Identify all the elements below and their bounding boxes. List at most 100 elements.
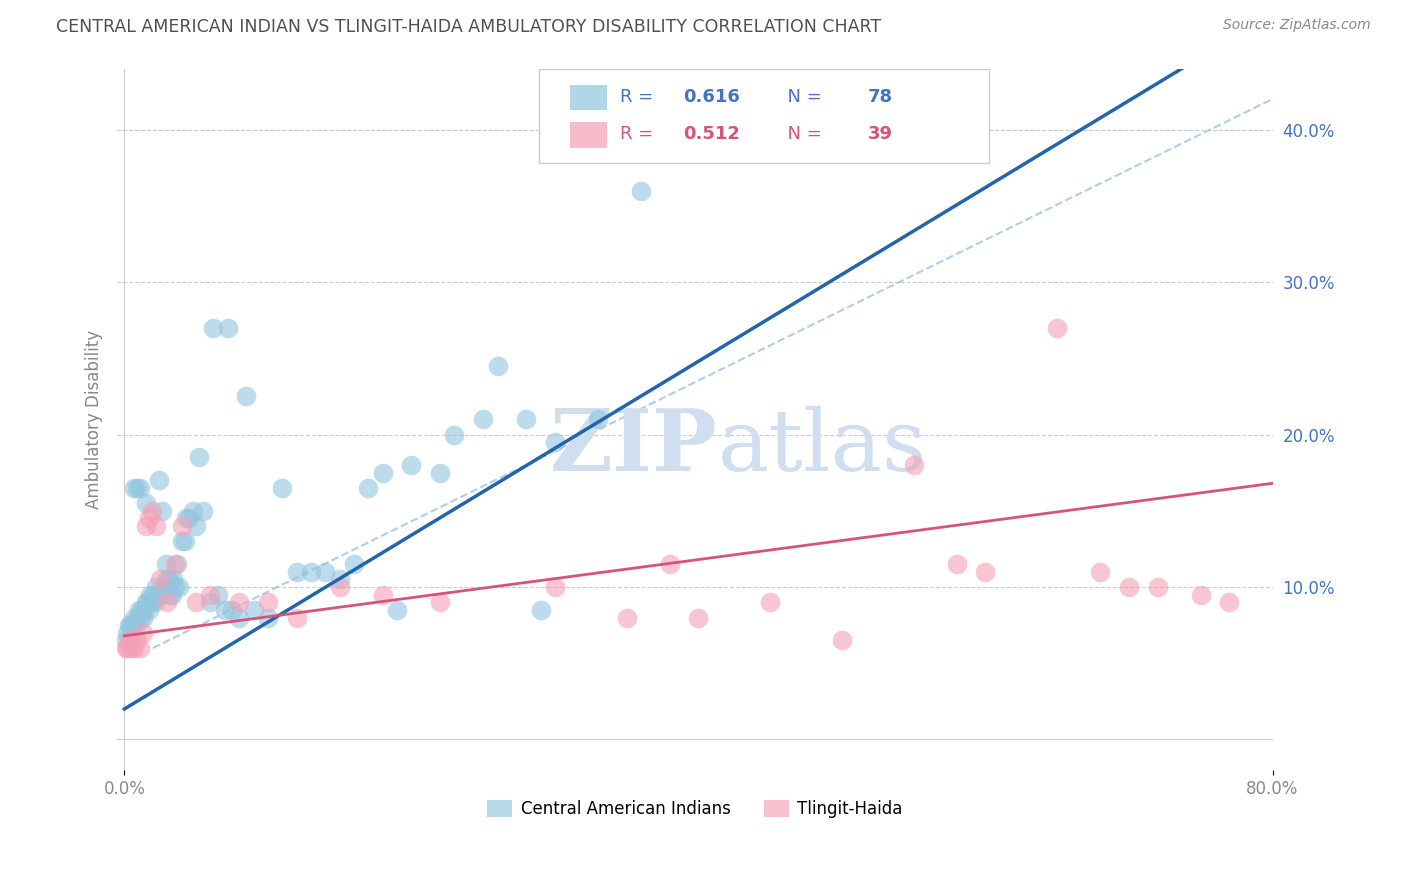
Text: R =: R =: [620, 88, 659, 106]
Point: [1118, 580, 1140, 594]
Text: 0.512: 0.512: [683, 125, 740, 144]
Point: [299, 565, 322, 579]
Text: N =: N =: [776, 125, 827, 144]
Point: [132, 610, 155, 624]
Point: [200, 588, 222, 602]
Point: [529, 603, 551, 617]
Point: [157, 573, 180, 587]
Point: [124, 481, 146, 495]
Point: [329, 580, 352, 594]
Point: [156, 595, 179, 609]
Text: 78: 78: [868, 88, 893, 106]
Text: R =: R =: [620, 125, 659, 144]
Text: N =: N =: [776, 88, 827, 106]
Point: [371, 466, 394, 480]
Point: [658, 557, 681, 571]
Point: [127, 633, 149, 648]
Y-axis label: Ambulatory Disability: Ambulatory Disability: [86, 330, 103, 508]
Point: [228, 595, 250, 609]
Point: [200, 595, 222, 609]
Point: [472, 412, 495, 426]
Point: [221, 603, 243, 617]
Point: [134, 603, 156, 617]
Point: [139, 588, 162, 602]
Point: [127, 481, 149, 495]
Point: [149, 573, 172, 587]
Point: [160, 588, 183, 602]
Point: [271, 481, 294, 495]
Point: [759, 595, 782, 609]
FancyBboxPatch shape: [569, 121, 607, 147]
Point: [371, 588, 394, 602]
Point: [946, 557, 969, 571]
Point: [177, 511, 200, 525]
Point: [903, 458, 925, 472]
Point: [174, 511, 197, 525]
Point: [132, 625, 155, 640]
Text: Source: ZipAtlas.com: Source: ZipAtlas.com: [1223, 18, 1371, 32]
Point: [343, 557, 366, 571]
Point: [515, 412, 537, 426]
Point: [115, 640, 138, 655]
Point: [285, 610, 308, 624]
Point: [486, 359, 509, 373]
Point: [170, 534, 193, 549]
Point: [357, 481, 380, 495]
Point: [129, 640, 152, 655]
Point: [228, 610, 250, 624]
Point: [630, 184, 652, 198]
Point: [153, 580, 176, 594]
Point: [1146, 580, 1168, 594]
FancyBboxPatch shape: [538, 69, 990, 163]
Point: [136, 595, 159, 609]
Point: [124, 610, 146, 624]
Point: [118, 618, 141, 632]
Point: [138, 603, 160, 617]
Point: [429, 466, 451, 480]
Point: [125, 618, 148, 632]
Point: [120, 618, 142, 632]
Point: [142, 588, 165, 602]
Point: [129, 481, 152, 495]
Point: [138, 511, 160, 525]
Point: [193, 504, 215, 518]
Point: [170, 519, 193, 533]
Point: [586, 412, 609, 426]
Point: [129, 610, 152, 624]
Point: [163, 580, 186, 594]
Point: [217, 320, 239, 334]
Point: [141, 595, 163, 609]
Point: [122, 618, 145, 632]
Point: [544, 580, 567, 594]
Point: [131, 603, 153, 617]
Point: [184, 595, 207, 609]
Text: 0.616: 0.616: [683, 88, 740, 106]
Point: [143, 595, 166, 609]
Point: [184, 519, 207, 533]
Point: [150, 504, 173, 518]
Point: [314, 565, 336, 579]
Point: [155, 557, 177, 571]
Point: [173, 534, 195, 549]
Point: [135, 595, 157, 609]
Point: [152, 580, 174, 594]
Point: [118, 633, 141, 648]
Point: [159, 588, 181, 602]
Point: [1090, 565, 1112, 579]
Text: atlas: atlas: [718, 406, 927, 489]
Point: [1189, 588, 1212, 602]
Legend: Central American Indians, Tlingit-Haida: Central American Indians, Tlingit-Haida: [481, 793, 910, 825]
Point: [214, 603, 236, 617]
Point: [544, 435, 567, 450]
Point: [114, 640, 136, 655]
Point: [156, 573, 179, 587]
Point: [166, 557, 188, 571]
Point: [1046, 320, 1069, 334]
Point: [146, 588, 169, 602]
Text: CENTRAL AMERICAN INDIAN VS TLINGIT-HAIDA AMBULATORY DISABILITY CORRELATION CHART: CENTRAL AMERICAN INDIAN VS TLINGIT-HAIDA…: [56, 18, 882, 36]
Text: ZIP: ZIP: [550, 405, 718, 490]
Point: [114, 633, 136, 648]
Point: [616, 610, 638, 624]
Point: [257, 595, 280, 609]
Point: [235, 389, 257, 403]
